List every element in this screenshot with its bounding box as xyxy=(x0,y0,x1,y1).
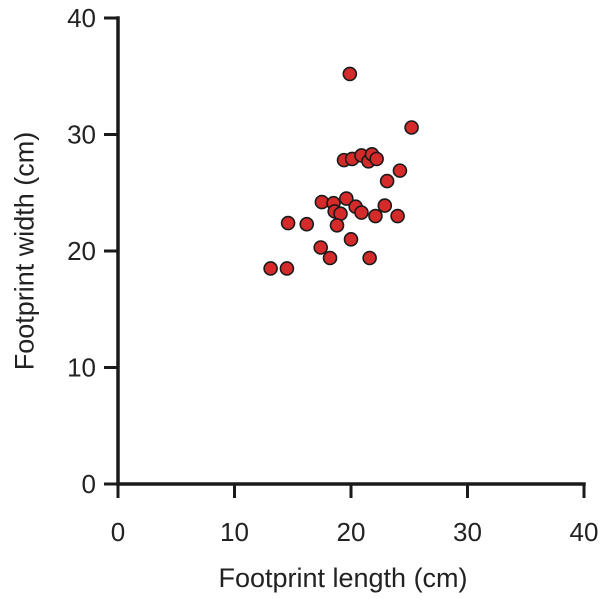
y-tick-label: 20 xyxy=(67,236,96,266)
y-axis-title: Footprint width (cm) xyxy=(9,132,39,371)
x-tick-label: 0 xyxy=(111,517,125,547)
data-point xyxy=(339,191,354,206)
y-tick-label: 40 xyxy=(67,3,96,33)
data-point xyxy=(379,173,395,189)
x-axis-title: Footprint length (cm) xyxy=(218,563,467,593)
x-tick-label: 30 xyxy=(453,517,482,547)
data-point xyxy=(342,66,358,82)
data-point xyxy=(369,151,384,167)
data-point xyxy=(354,205,369,220)
data-point xyxy=(404,120,419,135)
data-point xyxy=(368,208,383,224)
data-point xyxy=(362,250,377,266)
data-point xyxy=(377,198,393,213)
x-tick-label: 20 xyxy=(337,517,366,547)
data-point xyxy=(322,250,338,266)
data-point xyxy=(390,208,405,224)
data-point xyxy=(392,163,408,178)
data-point xyxy=(280,215,296,231)
ticks: 0 10 20 30 40 0 10 20 30 40 xyxy=(67,3,598,547)
y-tick-label: 10 xyxy=(67,353,96,383)
x-tick-label: 40 xyxy=(570,517,599,547)
data-point xyxy=(279,261,295,276)
data-points xyxy=(263,66,419,276)
x-tick-label: 10 xyxy=(220,517,249,547)
axes xyxy=(116,16,586,486)
data-point xyxy=(313,240,329,255)
data-point xyxy=(263,261,278,276)
y-tick-label: 0 xyxy=(82,469,96,499)
data-point xyxy=(299,216,315,232)
y-tick-label: 30 xyxy=(67,120,96,150)
data-point xyxy=(329,218,345,233)
data-point xyxy=(343,232,359,247)
